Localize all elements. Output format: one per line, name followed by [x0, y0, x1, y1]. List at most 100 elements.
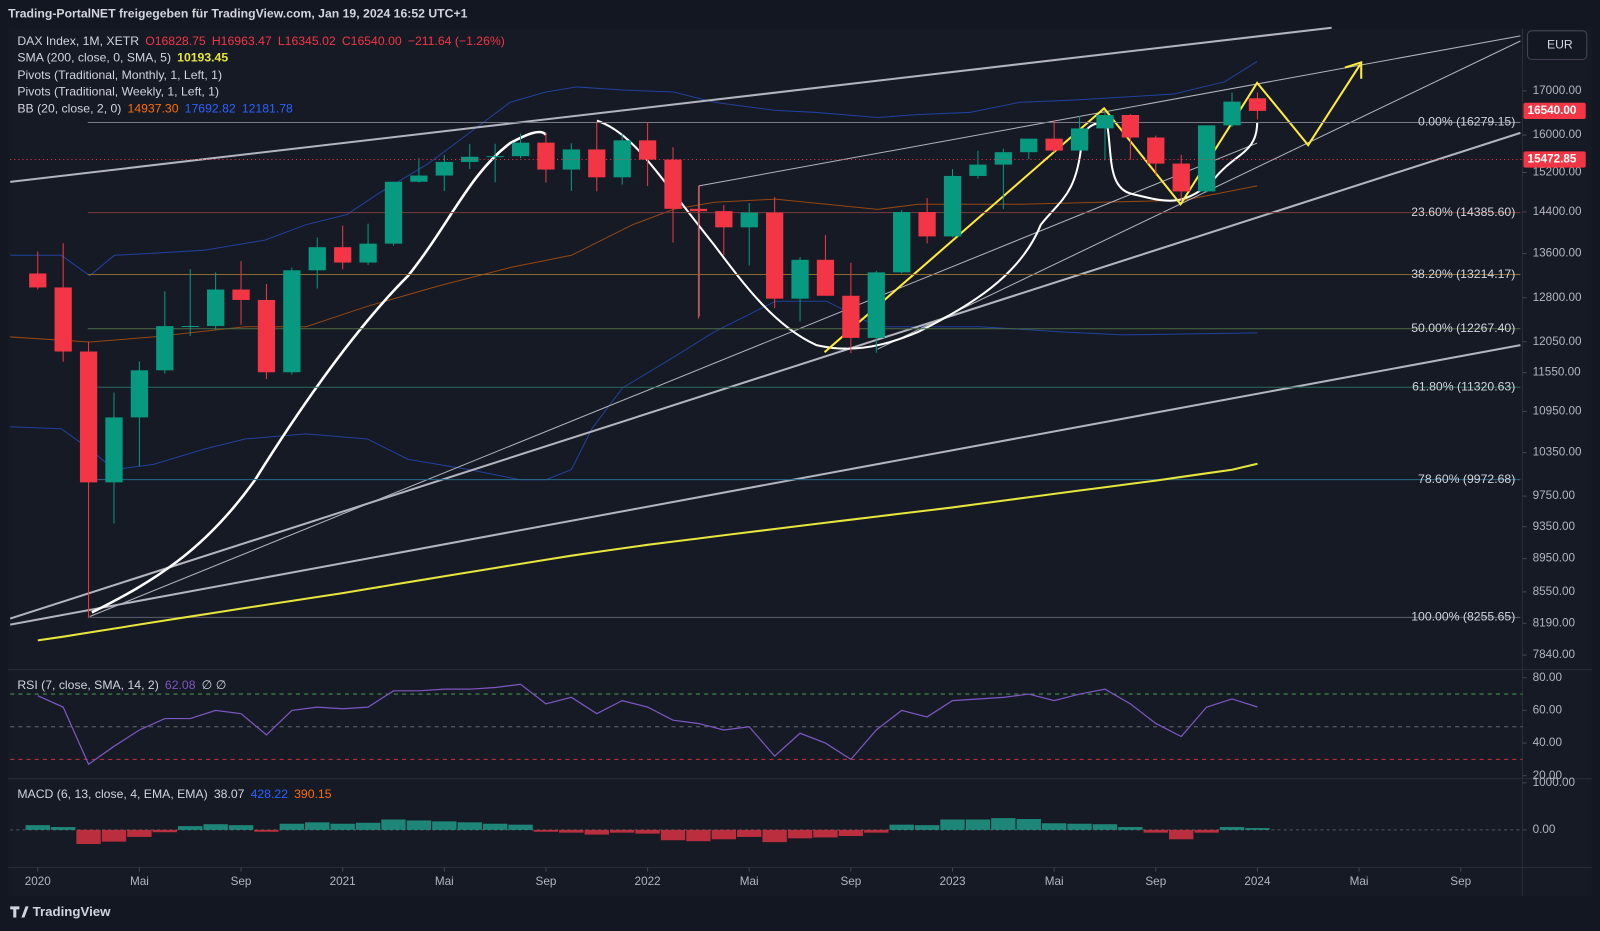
- candle-body: [816, 259, 835, 296]
- bb-value: 17692.82: [185, 102, 236, 116]
- y-tick-label: 14400.00: [1533, 205, 1582, 218]
- candle-body: [130, 370, 149, 418]
- macd-histogram-bar: [76, 829, 101, 844]
- macd-histogram-bar: [101, 829, 127, 842]
- x-tick-label: Mai: [130, 875, 149, 888]
- ohlc: L16345.02: [278, 34, 336, 48]
- drawings: [9, 26, 1521, 626]
- macd-histogram-bar: [381, 819, 406, 830]
- macd-histogram-bar: [940, 819, 965, 830]
- macd-histogram-bar: [838, 829, 864, 836]
- legend-row: RSI (7, close, SMA, 14, 2) 62.08 ∅ ∅: [17, 678, 226, 692]
- trendline: [698, 35, 1521, 187]
- macd-value: 38.07: [214, 787, 245, 801]
- brand-logo: TradingView: [10, 904, 111, 919]
- trendline: [877, 40, 1521, 350]
- brand: TradingView: [33, 904, 111, 919]
- macd-histogram-bar: [432, 821, 457, 830]
- x-tick-label: Sep: [840, 875, 861, 888]
- candle-body: [791, 259, 809, 299]
- x-tick-label: Sep: [1450, 875, 1471, 888]
- macd-histogram-bar: [635, 829, 660, 834]
- candle-body: [969, 164, 987, 176]
- macd-histogram-bar: [508, 824, 533, 830]
- candle-body: [689, 208, 708, 212]
- chart-area: [8, 28, 1592, 897]
- macd-histogram-bar: [254, 829, 279, 832]
- candle-body: [562, 149, 581, 170]
- candle-body: [79, 351, 98, 483]
- macd-histogram-bar: [1169, 829, 1194, 840]
- x-tick-label: Sep: [1145, 875, 1166, 888]
- fib-label: 38.20% (13214.17): [1411, 267, 1515, 281]
- candle-body: [943, 175, 962, 237]
- candle-body: [1223, 101, 1241, 126]
- legend-row: Pivots (Traditional, Monthly, 1, Left, 1…: [17, 68, 222, 82]
- macd-histogram-bar: [737, 829, 762, 837]
- candle-body: [867, 272, 885, 338]
- price-tag: [1523, 151, 1586, 168]
- candle-body: [29, 273, 47, 288]
- macd-histogram-bar: [991, 818, 1016, 830]
- plot: 17000.00 16000.00 15200.00 14400.00 13600.00…: [10, 84, 1586, 888]
- currency[interactable]: EUR: [1547, 37, 1573, 51]
- candle-body: [410, 175, 428, 182]
- candle-body: [461, 156, 479, 162]
- bb-name: BB (20, close, 2, 0): [17, 102, 121, 116]
- fib-label: 50.00% (12267.40): [1411, 321, 1515, 335]
- macd-histogram-bar: [406, 820, 432, 830]
- macd-histogram-bar: [152, 829, 178, 833]
- y-tick-label: 7840.00: [1533, 648, 1576, 661]
- currency-box[interactable]: [1527, 30, 1588, 60]
- y-tick-label: 0.00: [1533, 823, 1556, 836]
- trendline: [10, 344, 1521, 626]
- legend-row: MACD (6, 13, close, 4, EMA, EMA) 38.07 428…: [17, 787, 331, 801]
- macd-value: 390.15: [294, 787, 332, 801]
- candle-body: [638, 140, 657, 160]
- candle-body: [1248, 98, 1267, 111]
- candle-body: [257, 299, 276, 373]
- candle-body: [766, 212, 784, 299]
- y-tick-label: 8190.00: [1533, 616, 1576, 629]
- macd-value: 428.22: [251, 787, 289, 801]
- candle-body: [1096, 115, 1114, 129]
- macd-histogram-bar: [1194, 829, 1219, 833]
- candle-body: [1070, 128, 1089, 151]
- macd-histogram-bar: [279, 823, 305, 830]
- x-tick-label: 2024: [1244, 875, 1271, 888]
- candle-body: [918, 212, 936, 237]
- candle-body: [715, 211, 733, 228]
- fib-label: 0.00% (16279.15): [1418, 115, 1515, 129]
- candle-body: [842, 295, 860, 338]
- macd-histogram-bar: [711, 829, 737, 840]
- ohlc: O16828.75: [145, 34, 206, 48]
- logo-mark: [10, 906, 29, 918]
- y-tick-label: 80.00: [1533, 671, 1563, 684]
- price-tag-label: 16540.00: [1528, 104, 1577, 117]
- x-tick-label: Sep: [231, 875, 252, 888]
- y-tick-label: 10350.00: [1533, 446, 1582, 459]
- y-tick-label: 8550.00: [1533, 585, 1576, 598]
- candle-body: [359, 243, 377, 263]
- rsi-value: 62.08: [165, 678, 196, 692]
- macd-histogram-bar: [864, 829, 889, 833]
- bb-lower: [10, 300, 1258, 481]
- candle-body: [511, 142, 530, 157]
- macd-histogram-bar: [178, 826, 203, 830]
- macd-histogram-bar: [762, 829, 787, 843]
- candle-body: [486, 156, 504, 158]
- macd-histogram-bar: [1143, 829, 1168, 833]
- macd-histogram-bar: [1219, 827, 1245, 830]
- fib-label: 100.00% (8255.65): [1411, 610, 1515, 624]
- candle-body: [664, 159, 682, 209]
- rsi-extra: ∅ ∅: [202, 678, 227, 692]
- bb-upper: [10, 60, 1258, 277]
- macd-histogram-bar: [203, 824, 228, 830]
- y-tick-label: 60.00: [1533, 703, 1563, 716]
- legend-row: BB (20, close, 2, 0) 14937.30 17692.82 1218…: [17, 102, 293, 116]
- y-tick-label: 1000.00: [1533, 776, 1576, 789]
- candle-body: [206, 289, 225, 327]
- candle-body: [105, 417, 123, 483]
- y-tick-label: 9350.00: [1533, 520, 1576, 533]
- candle-body: [537, 142, 555, 170]
